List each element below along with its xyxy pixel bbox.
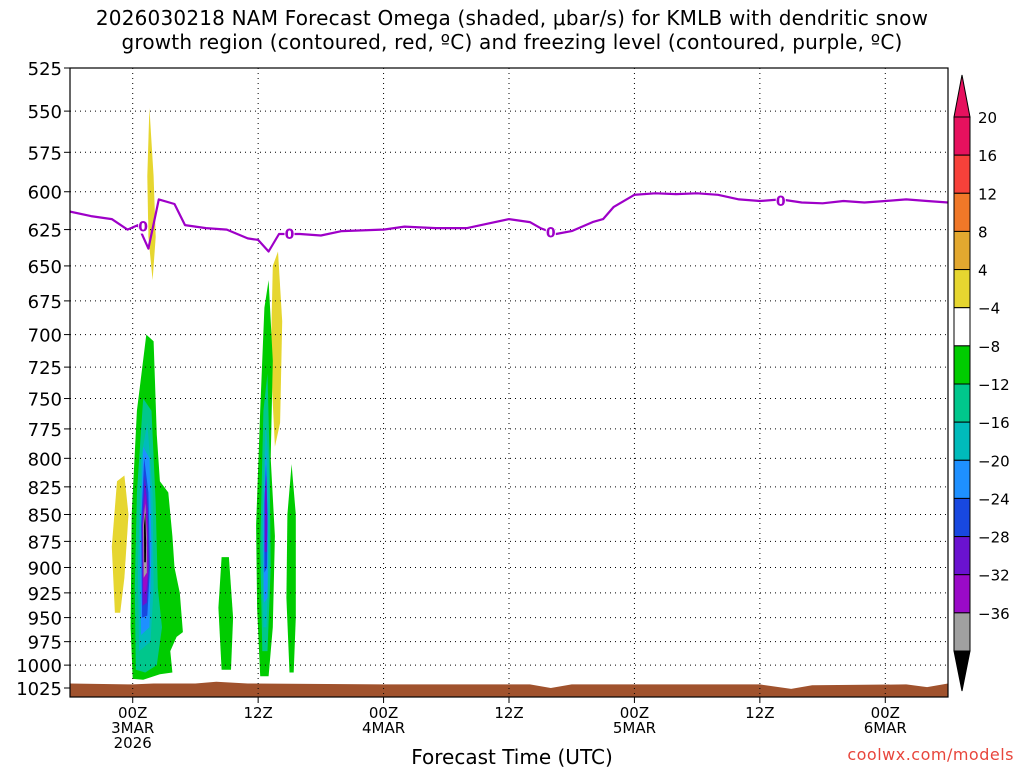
freezing-level-label: 0 [138, 220, 148, 236]
chart-title-line-2: growth region (contoured, red, ºC) and f… [121, 30, 903, 54]
y-tick-label: 875 [28, 532, 62, 553]
x-tick-label: 12Z [745, 704, 774, 722]
omega-region-16 [264, 475, 268, 552]
colorbar-label: 12 [978, 185, 997, 203]
omega-region-1 [111, 475, 129, 613]
colorbar-swatch [953, 345, 971, 385]
x-axis-label: Forecast Time (UTC) [411, 745, 613, 769]
omega-region-19 [144, 512, 147, 563]
chart-title-line-1: 2026030218 NAM Forecast Omega (shaded, μ… [95, 6, 929, 30]
x-tick-label: 2026 [114, 734, 152, 752]
y-tick-label: 725 [28, 358, 62, 379]
colorbar-top-arrow [953, 74, 971, 118]
y-tick-label: 550 [28, 102, 62, 123]
colorbar-label: 16 [978, 147, 997, 165]
colorbar-label: −36 [978, 605, 1010, 623]
x-tick-label: 12Z [243, 704, 272, 722]
y-tick-label: 825 [28, 478, 62, 499]
freezing-level-label: 0 [776, 194, 786, 210]
colorbar-swatch [953, 307, 971, 347]
colorbar-swatch [953, 230, 971, 271]
colorbar-swatch [953, 269, 971, 309]
x-tick-label: 4MAR [362, 719, 405, 737]
omega-region-0 [147, 107, 156, 281]
colorbar-label: −8 [978, 338, 1000, 356]
y-tick-label: 750 [28, 390, 62, 411]
freezing-level-label-bg [138, 219, 149, 234]
colorbar-swatch [953, 612, 971, 652]
freezing-level-label: 0 [546, 226, 556, 242]
colorbar-swatch [953, 497, 971, 538]
y-tick-label: 925 [28, 584, 62, 605]
y-tick-label: 850 [28, 506, 62, 527]
y-tick-label: 625 [28, 221, 62, 242]
y-tick-label: 1025 [16, 679, 62, 700]
plot-frame [69, 67, 949, 698]
y-tick-label: 950 [28, 609, 62, 630]
y-tick-label: 700 [28, 326, 62, 347]
colorbar-swatch [953, 116, 971, 156]
colorbar-label: −16 [978, 414, 1010, 432]
freezing-level-label-bg [775, 193, 786, 208]
y-tick-label: 650 [28, 257, 62, 278]
terrain-below-ground [70, 681, 948, 697]
omega-region-2 [270, 251, 283, 447]
colorbar-label: −20 [978, 452, 1010, 470]
colorbar-label: −28 [978, 529, 1010, 547]
freezing-level-label-bg [284, 227, 295, 242]
x-tick-label: 00Z [620, 704, 649, 722]
y-tick-label: 775 [28, 420, 62, 441]
y-tick-label: 1000 [16, 656, 62, 677]
x-tick-label: 6MAR [864, 719, 907, 737]
colorbar-label: 8 [978, 223, 988, 241]
omega-region-6 [286, 464, 296, 673]
colorbar-swatch [953, 192, 971, 232]
colorbar-label: −4 [978, 300, 1000, 318]
colorbar-swatch [953, 574, 971, 614]
colorbar-swatch [953, 421, 971, 461]
y-tick-label: 900 [28, 558, 62, 579]
y-tick-label: 975 [28, 633, 62, 654]
freezing-level-label: 0 [285, 227, 295, 243]
x-tick-label: 00Z [369, 704, 398, 722]
colorbar-swatch [953, 383, 971, 423]
y-tick-label: 575 [28, 143, 62, 164]
colorbar-swatch [953, 459, 971, 499]
y-tick-label: 800 [28, 449, 62, 470]
x-tick-label: 00Z [118, 704, 147, 722]
omega-region-4 [218, 557, 234, 670]
colorbar-label: 20 [978, 109, 997, 127]
colorbar-label: 4 [978, 262, 988, 280]
freezing-level-label-bg [545, 225, 556, 240]
site-credit-link[interactable]: coolwx.com/models [847, 745, 1014, 764]
colorbar-swatch [953, 154, 971, 194]
colorbar-label: −12 [978, 376, 1010, 394]
chart-title: 2026030218 NAM Forecast Omega (shaded, μ… [0, 6, 1024, 54]
colorbar-label: −32 [978, 567, 1010, 585]
y-tick-label: 600 [28, 183, 62, 204]
x-tick-label: 00Z [871, 704, 900, 722]
colorbar-bottom-arrow [953, 650, 971, 692]
colorbar-label: −24 [978, 490, 1010, 508]
x-tick-label: 5MAR [613, 719, 656, 737]
y-tick-label: 525 [28, 59, 62, 80]
freezing-level-line [70, 192, 948, 253]
y-tick-label: 675 [28, 292, 62, 313]
colorbar-swatch [953, 536, 971, 576]
x-tick-label: 3MAR [111, 719, 154, 737]
x-tick-label: 12Z [494, 704, 523, 722]
